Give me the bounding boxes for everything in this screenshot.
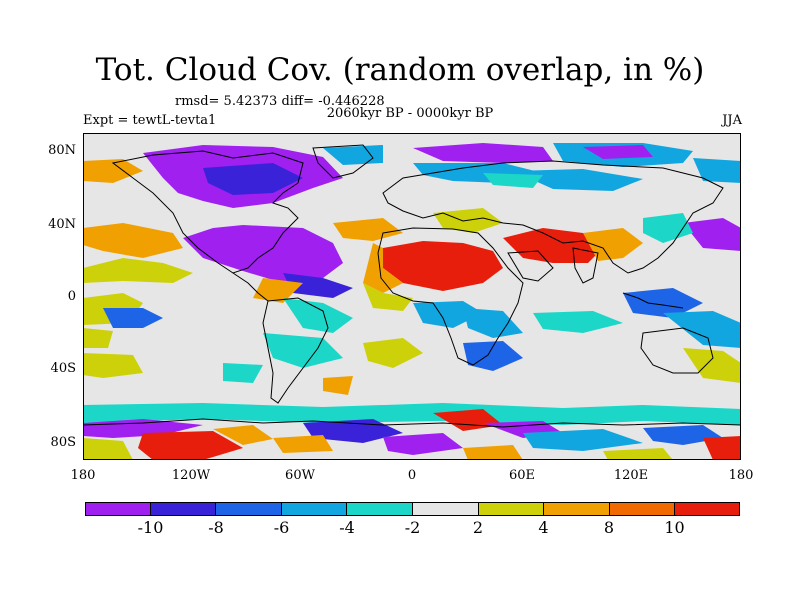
anomaly-region — [283, 273, 353, 298]
colorbar-label: -10 — [137, 518, 164, 537]
colorbar-swatch — [609, 502, 676, 516]
map-panel — [83, 133, 741, 460]
anomaly-region — [643, 213, 693, 243]
anomaly-region — [263, 333, 343, 368]
anomaly-region — [203, 163, 303, 195]
anomaly-region — [503, 228, 603, 263]
experiment-label: Expt = tewtL-tevta1 — [83, 113, 217, 128]
anomaly-region — [323, 145, 383, 165]
lat-tick: 40S — [50, 361, 76, 376]
colorbar-label: -8 — [208, 518, 224, 537]
anomaly-region — [703, 436, 741, 460]
anomaly-region — [533, 311, 623, 333]
colorbar-swatch — [478, 502, 545, 516]
anomaly-region — [583, 145, 653, 159]
colorbar-label: -2 — [404, 518, 421, 537]
anomaly-region — [463, 308, 523, 338]
anomaly-region — [663, 311, 741, 348]
colorbar-swatch — [347, 502, 413, 516]
anomaly-region — [253, 278, 303, 303]
anomaly-region — [83, 353, 143, 378]
lat-tick: 80N — [48, 143, 76, 158]
map-title: Tot. Cloud Cov. (random overlap, in %) — [95, 52, 705, 88]
anomaly-region — [463, 445, 523, 460]
anomaly-region — [683, 218, 741, 251]
anomaly-region — [383, 433, 463, 455]
anomaly-region — [603, 448, 673, 460]
lon-tick: 120E — [613, 468, 649, 483]
stats-text: rmsd= 5.42373 diff= -0.446228 — [175, 94, 385, 109]
anomaly-region — [623, 288, 703, 318]
anomaly-region — [413, 143, 553, 163]
coastlines — [83, 144, 741, 428]
anomaly-region — [213, 425, 273, 445]
colorbar-swatch — [412, 502, 479, 516]
anomaly-region — [513, 169, 643, 191]
anomaly-region — [483, 173, 543, 188]
colorbar-label: -6 — [273, 518, 290, 537]
lon-tick: 60E — [508, 468, 536, 483]
colorbar-swatch — [85, 502, 151, 516]
anomaly-region — [643, 425, 723, 445]
anomaly-region — [83, 403, 741, 425]
anomaly-region — [683, 348, 741, 383]
anomaly-region — [103, 308, 163, 328]
anomaly-region — [138, 431, 243, 460]
anomaly-region — [283, 298, 353, 333]
anomaly-map — [83, 133, 741, 460]
colorbar-swatch — [216, 502, 282, 516]
colorbar-label: 4 — [538, 518, 549, 537]
colorbar-label: 8 — [603, 518, 615, 537]
anomaly-region — [383, 241, 503, 291]
colorbar-frame — [85, 502, 740, 516]
lon-tick: 60W — [285, 468, 315, 483]
map-frame — [83, 133, 741, 460]
anomaly-region — [693, 158, 741, 183]
anomaly-region — [83, 328, 113, 348]
anomaly-region — [463, 341, 523, 371]
anomaly-region — [183, 225, 343, 283]
anomaly-region — [83, 438, 133, 460]
anomaly-region — [363, 338, 423, 368]
anomaly-region — [83, 159, 143, 183]
anomaly-region — [413, 301, 483, 328]
season-label: JJA — [722, 113, 742, 128]
anomaly-region — [363, 243, 403, 293]
colorbar-swatch — [150, 502, 217, 516]
colorbar-swatch — [544, 502, 610, 516]
lon-tick: 180 — [70, 468, 96, 483]
colorbar — [85, 502, 740, 516]
anomaly-region — [523, 429, 643, 451]
lat-tick: 40N — [48, 217, 76, 232]
anomaly-region — [333, 218, 403, 241]
lat-tick: 0 — [67, 289, 76, 304]
colorbar-swatch — [675, 502, 740, 516]
anomaly-region — [323, 376, 353, 395]
lon-tick: 120W — [171, 468, 211, 483]
lat-tick: 80S — [50, 435, 76, 450]
anomaly-region — [83, 258, 193, 283]
anomaly-region — [273, 435, 333, 453]
anomaly-region — [223, 363, 263, 383]
colorbar-label: 2 — [472, 518, 484, 537]
lon-tick: 0 — [407, 468, 417, 483]
lon-tick: 180 — [728, 468, 754, 483]
colorbar-label: 10 — [664, 518, 685, 537]
anomaly-region — [83, 223, 183, 258]
anomaly-region — [363, 283, 413, 311]
colorbar-swatch — [281, 502, 348, 516]
colorbar-label: -4 — [339, 518, 355, 537]
period-label: 2060kyr BP - 0000kyr BP — [326, 106, 494, 121]
